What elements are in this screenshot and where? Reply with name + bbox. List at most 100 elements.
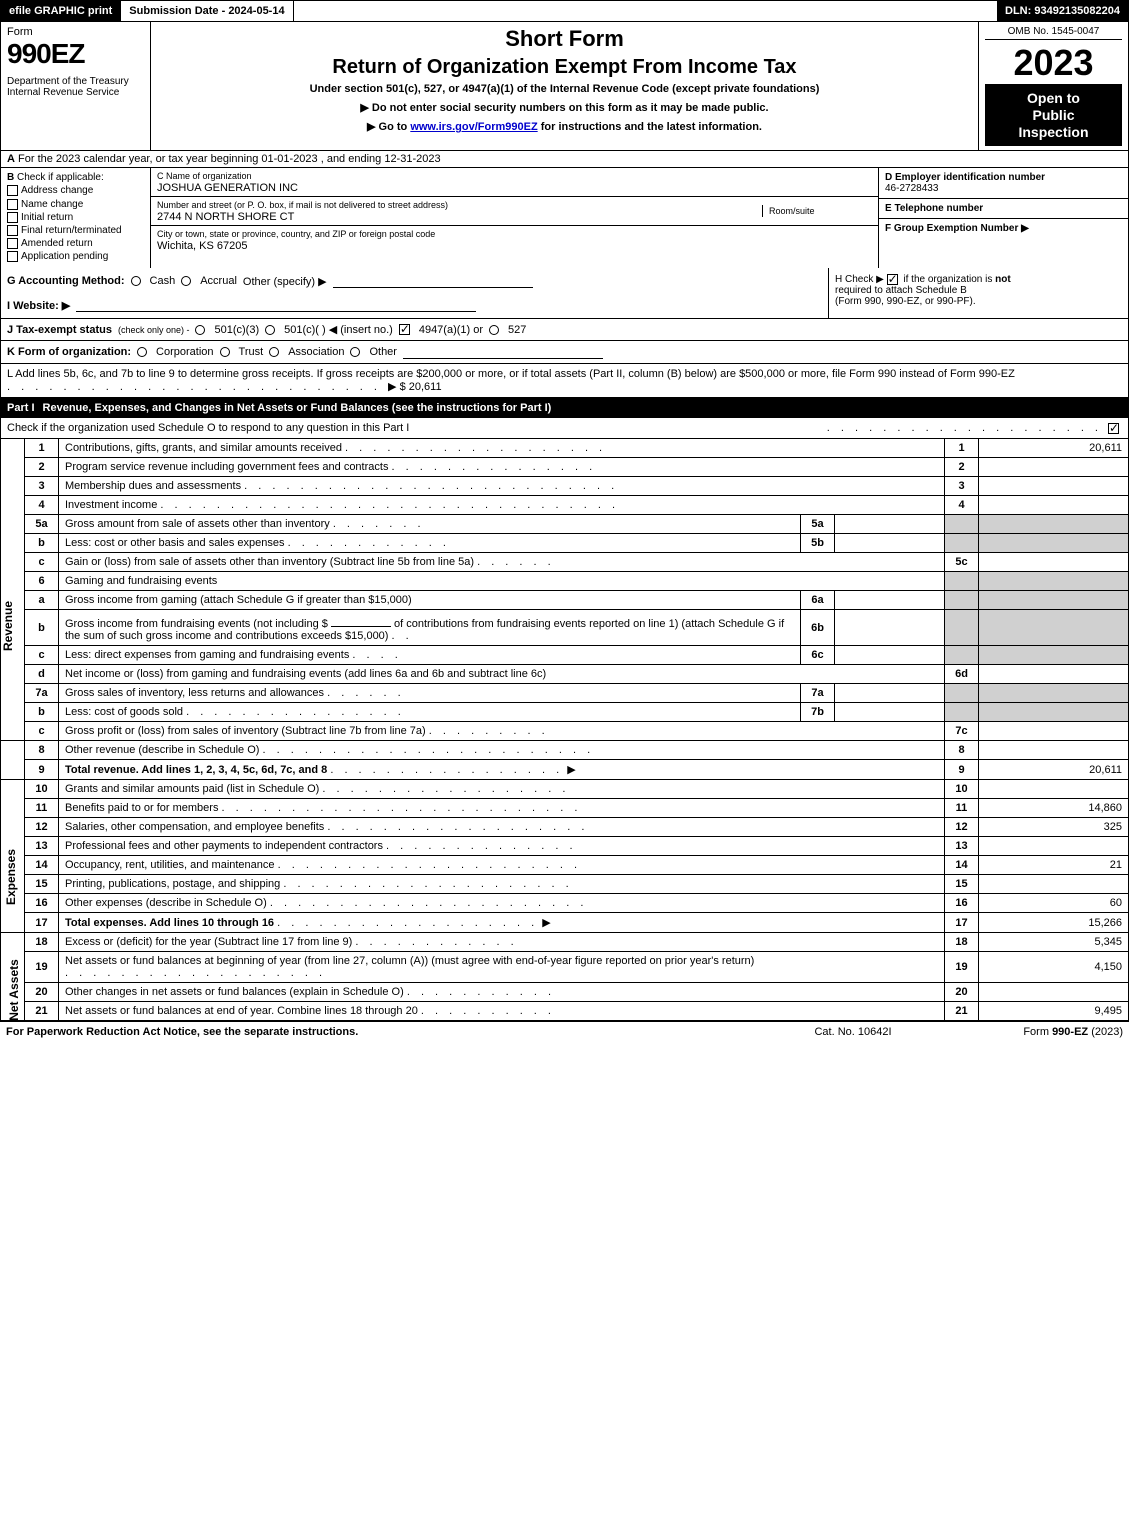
other-org-field[interactable]: [403, 345, 603, 359]
ln18-rn: 18: [945, 933, 979, 952]
ln5b-num: b: [25, 534, 59, 553]
accounting-other-field[interactable]: [333, 274, 533, 288]
ln18-amt: 5,345: [979, 933, 1129, 952]
ln5b-shade: [945, 534, 979, 553]
radio-other-org[interactable]: [350, 347, 360, 357]
ln6b-shade: [945, 610, 979, 646]
line-6a: a Gross income from gaming (attach Sched…: [1, 591, 1129, 610]
chk-schedule-o-used[interactable]: [1108, 423, 1119, 434]
ln17-rn: 17: [945, 913, 979, 933]
website-field[interactable]: [76, 298, 476, 312]
l-text: L Add lines 5b, 6c, and 7b to line 9 to …: [7, 368, 1015, 380]
ln13-amt: [979, 837, 1129, 856]
ln6b-num: b: [25, 610, 59, 646]
radio-accrual[interactable]: [181, 276, 191, 286]
ln4-desc: Investment income: [65, 499, 157, 511]
ln10-rn: 10: [945, 780, 979, 799]
rev-vlabel-cont: [1, 741, 25, 780]
chk-amended-return-label: Amended return: [21, 238, 93, 249]
line-5b: b Less: cost or other basis and sales ex…: [1, 534, 1129, 553]
radio-trust[interactable]: [220, 347, 230, 357]
line-7a: 7a Gross sales of inventory, less return…: [1, 684, 1129, 703]
section-def: D Employer identification number 46-2728…: [878, 168, 1128, 268]
netassets-vlabel: Net Assets: [1, 933, 25, 1021]
ln12-desc: Salaries, other compensation, and employ…: [65, 821, 324, 833]
section-c: C Name of organization JOSHUA GENERATION…: [151, 168, 878, 268]
ln8-rn: 8: [945, 741, 979, 760]
ln20-num: 20: [25, 983, 59, 1002]
ln6-num: 6: [25, 572, 59, 591]
chk-4947a1[interactable]: [399, 324, 410, 335]
radio-corporation[interactable]: [137, 347, 147, 357]
ln7a-desc: Gross sales of inventory, less returns a…: [65, 687, 324, 699]
ln6-amt-shade: [979, 572, 1129, 591]
ln1-rn: 1: [945, 439, 979, 458]
ln6c-sn: 6c: [801, 646, 835, 665]
ln5a-sn: 5a: [801, 515, 835, 534]
ln9-rn: 9: [945, 760, 979, 780]
ln2-rn: 2: [945, 458, 979, 477]
ln17-desc: Total expenses. Add lines 10 through 16: [65, 917, 274, 929]
l-amount: ▶ $ 20,611: [388, 381, 442, 393]
chk-final-return[interactable]: Final return/terminated: [7, 225, 144, 236]
radio-cash[interactable]: [131, 276, 141, 286]
ln6d-rn: 6d: [945, 665, 979, 684]
radio-association[interactable]: [269, 347, 279, 357]
chk-name-change[interactable]: Name change: [7, 199, 144, 210]
ln11-desc: Benefits paid to or for members: [65, 802, 218, 814]
chk-schedule-b-not-required[interactable]: [887, 274, 898, 285]
efile-tab[interactable]: efile GRAPHIC print: [1, 1, 121, 21]
radio-527[interactable]: [489, 325, 499, 335]
city-value: Wichita, KS 67205: [157, 240, 248, 252]
ln15-num: 15: [25, 875, 59, 894]
chk-initial-return-label: Initial return: [21, 212, 73, 223]
ln6c-desc: Less: direct expenses from gaming and fu…: [65, 649, 349, 661]
ln19-amt: 4,150: [979, 952, 1129, 983]
ln7b-sv: [835, 703, 945, 722]
chk-address-change[interactable]: Address change: [7, 185, 144, 196]
sub-title: Under section 501(c), 527, or 4947(a)(1)…: [157, 83, 972, 95]
ln3-num: 3: [25, 477, 59, 496]
line-4: 4 Investment income . . . . . . . . . . …: [1, 496, 1129, 515]
ln6b-sv: [835, 610, 945, 646]
lines-table: Revenue 1 Contributions, gifts, grants, …: [0, 439, 1129, 1021]
ln7b-num: b: [25, 703, 59, 722]
org-name-label: C Name of organization: [157, 171, 252, 181]
ein-label: D Employer identification number: [885, 172, 1045, 183]
irs-link[interactable]: www.irs.gov/Form990EZ: [410, 121, 537, 133]
ln7c-amt: [979, 722, 1129, 741]
ln2-desc: Program service revenue including govern…: [65, 461, 388, 473]
line-2: 2 Program service revenue including gove…: [1, 458, 1129, 477]
ln6c-num: c: [25, 646, 59, 665]
ln1-amt: 20,611: [979, 439, 1129, 458]
ln13-num: 13: [25, 837, 59, 856]
l-dots: . . . . . . . . . . . . . . . . . . . . …: [7, 381, 388, 393]
ln6a-num: a: [25, 591, 59, 610]
section-ghi: G Accounting Method: Cash Accrual Other …: [0, 268, 1129, 319]
ln1-num: 1: [25, 439, 59, 458]
h-text4: (Form 990, 990-EZ, or 990-PF).: [835, 296, 976, 307]
section-h: H Check ▶ if the organization is not req…: [828, 268, 1128, 318]
phone-label: E Telephone number: [885, 203, 983, 214]
ln12-num: 12: [25, 818, 59, 837]
ln14-amt: 21: [979, 856, 1129, 875]
chk-amended-return[interactable]: Amended return: [7, 238, 144, 249]
ln6b-blank[interactable]: [331, 613, 391, 627]
footer-left: For Paperwork Reduction Act Notice, see …: [6, 1026, 763, 1038]
line-6: 6 Gaming and fundraising events: [1, 572, 1129, 591]
ln7b-desc: Less: cost of goods sold: [65, 706, 183, 718]
header-right: OMB No. 1545-0047 2023 Open to Public In…: [978, 22, 1128, 150]
chk-initial-return[interactable]: Initial return: [7, 212, 144, 223]
radio-501c3[interactable]: [195, 325, 205, 335]
ln6a-shade: [945, 591, 979, 610]
ln16-num: 16: [25, 894, 59, 913]
ln16-rn: 16: [945, 894, 979, 913]
open-line2: Public: [989, 107, 1118, 124]
chk-application-pending[interactable]: Application pending: [7, 251, 144, 262]
h-text3: required to attach Schedule B: [835, 285, 967, 296]
chk-address-change-label: Address change: [21, 186, 93, 197]
line-5c: c Gain or (loss) from sale of assets oth…: [1, 553, 1129, 572]
j-label: J Tax-exempt status: [7, 324, 112, 336]
radio-501c[interactable]: [265, 325, 275, 335]
instr-goto-post: for instructions and the latest informat…: [538, 121, 762, 133]
